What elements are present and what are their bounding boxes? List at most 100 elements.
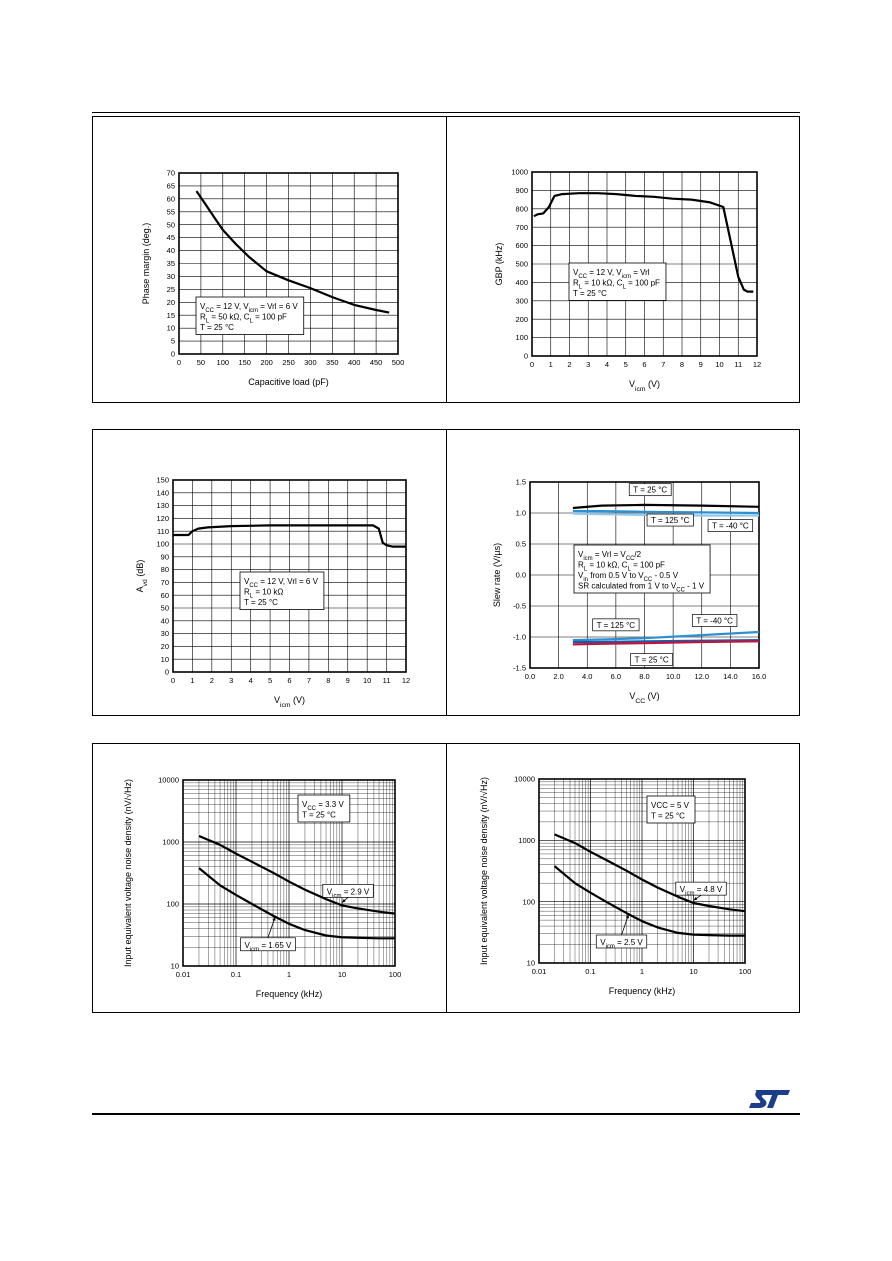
curve-label-text: Vicm = 1.65 V [244, 941, 292, 953]
x-tick-label: 0 [177, 358, 181, 367]
series-line-2 [572, 510, 760, 515]
annotation-line: RL = 10 kΩ, CL = 100 pF [578, 561, 665, 573]
x-tick-label: 1 [549, 360, 553, 369]
annotation-line: RL = 10 kΩ [244, 588, 283, 600]
avd-chart: 0 1 2 3 4 5 6 7 8 9 10 11 12010203040506070809010011… [135, 476, 410, 709]
x-tick-label: 250 [282, 358, 295, 367]
series-line-6 [572, 640, 760, 646]
y-tick-label: 200 [515, 315, 528, 324]
curve-label-frame [322, 883, 374, 898]
x-tick-label: 150 [238, 358, 251, 367]
x-tick-label: 6 [287, 676, 291, 685]
y-tick-label: 10 [161, 655, 169, 664]
x-tick-label: 3 [229, 676, 233, 685]
x-tick-label: 6.0 [611, 672, 621, 681]
y-tick-label: 100 [515, 333, 528, 342]
header-rule [92, 112, 800, 113]
y-tick-label: 25 [167, 285, 175, 294]
annotation-frame [646, 795, 696, 824]
y-tick-label: 1.0 [516, 509, 526, 518]
phase-margin-chart: 0 50 100 150 200 250 300 350 400 450 500 0 5 10 15 20 25… [141, 169, 404, 387]
curve-label-arrowhead [693, 896, 698, 901]
y-tick-label: 130 [156, 501, 169, 510]
y-tick-label: 40 [161, 616, 169, 625]
y-tick-label: 600 [515, 241, 528, 250]
y-tick-label: 20 [161, 642, 169, 651]
y-tick-label: 0 [524, 352, 528, 361]
x-tick-label: 10.0 [666, 672, 681, 681]
x-tick-label: 100 [389, 970, 402, 979]
annotation-frame [195, 296, 305, 335]
x-tick-label: 6 [642, 360, 646, 369]
annotation-line: RL = 10 kΩ, CL = 100 pF [573, 279, 660, 291]
x-tick-label: 0.1 [585, 967, 595, 976]
x-tick-label: 4.0 [582, 672, 592, 681]
panel-slew-rate: 0.0 2.0 4.0 6.0 8.0 10.0 12.0 14.0 16.0 -1.5 -1.0 -… [446, 430, 800, 715]
y-tick-label: 30 [161, 629, 169, 638]
y-tick-label: 1000 [511, 168, 528, 177]
x-tick-label: 0 [171, 676, 175, 685]
y-tick-label: 10 [527, 959, 535, 968]
st-logo-mark [749, 1090, 790, 1108]
curve-label-text: T = -40 °C [712, 522, 749, 531]
curve-label: T = -40 °C [691, 614, 738, 627]
x-axis-label: Frequency (kHz) [609, 986, 676, 996]
series-line-1 [173, 524, 406, 548]
y-tick-label: 10000 [158, 776, 179, 785]
curve-label-frame [646, 513, 694, 527]
curve-label: T = 25 °C [628, 483, 672, 497]
x-tick-label: 8 [326, 676, 330, 685]
curve-label-frame [628, 483, 672, 497]
x-tick-label: 0.01 [532, 967, 547, 976]
x-tick-label: 50 [197, 358, 205, 367]
series-line-1 [533, 192, 754, 293]
annotation-box: VCC = 5 V T = 25 °C [646, 795, 696, 824]
y-tick-label: 40 [167, 246, 175, 255]
y-tick-label: 800 [515, 204, 528, 213]
y-tick-label: 30 [167, 272, 175, 281]
curve-label: Vicm = 2.5 V [595, 914, 648, 950]
annotation-line: T = 25 °C [573, 289, 607, 298]
x-tick-label: 10 [715, 360, 723, 369]
curve-label-frame [630, 653, 673, 666]
x-tick-label: 14.0 [723, 672, 738, 681]
y-tick-label: 1000 [518, 836, 535, 845]
figure-row-2: 0 1 2 3 4 5 6 7 8 9 10 11 12 0 10 20 30 40 50 60 70 80 90 100 11… [92, 429, 800, 716]
annotation-line: VCC = 12 V, Vicm = Vrl [573, 268, 650, 280]
figure-row-1: 0 50 100 150 200 250 300 350 400 450 500 0 5 10 15 20 25… [92, 116, 800, 403]
series-line-5 [572, 639, 760, 644]
plot-frame [538, 778, 746, 964]
series-line-1 [195, 190, 390, 314]
curve-label: T = 125 °C [592, 618, 640, 632]
curve-label-frame [707, 519, 754, 532]
plot-frame [529, 481, 760, 669]
noise-5v-chart: 0.01 0.1 1 10 100 10 100 1000 10000 Frequency (kH… [479, 775, 751, 996]
annotation-line: VCC = 12 V, Vicm = Vrl = 6 V [200, 302, 298, 314]
y-tick-label: 70 [161, 578, 169, 587]
x-tick-label: 9 [699, 360, 703, 369]
x-axis-label: Frequency (kHz) [256, 989, 323, 999]
st-logo [749, 1090, 790, 1108]
x-tick-label: 1 [190, 676, 194, 685]
x-axis-label: Vicm (V) [629, 379, 660, 393]
y-tick-label: 900 [515, 186, 528, 195]
annotation-line: SR calculated from 1 V to VCC - 1 V [578, 582, 705, 594]
y-tick-label: 100 [166, 900, 179, 909]
x-tick-label: 0.0 [525, 672, 535, 681]
x-tick-label: 200 [260, 358, 273, 367]
y-tick-label: 20 [167, 298, 175, 307]
x-tick-label: 8 [680, 360, 684, 369]
noise-3v3-chart: 0.01 0.1 1 10 100 10 100 1000 10000 Frequency (kH… [123, 776, 402, 999]
annotation-line: VCC = 3.3 V [302, 800, 344, 812]
plot-frame [531, 171, 758, 357]
curve-label: T = -40 °C [707, 519, 754, 532]
curve-label-text: T = -40 °C [696, 617, 733, 626]
y-tick-label: 400 [515, 278, 528, 287]
x-tick-label: 100 [217, 358, 230, 367]
y-tick-label: 10000 [514, 775, 535, 784]
curve-label: T = 125 °C [646, 513, 694, 527]
curve-label: Vicm = 4.8 V [675, 881, 727, 901]
y-tick-label: 10 [171, 962, 179, 971]
y-tick-label: 700 [515, 223, 528, 232]
